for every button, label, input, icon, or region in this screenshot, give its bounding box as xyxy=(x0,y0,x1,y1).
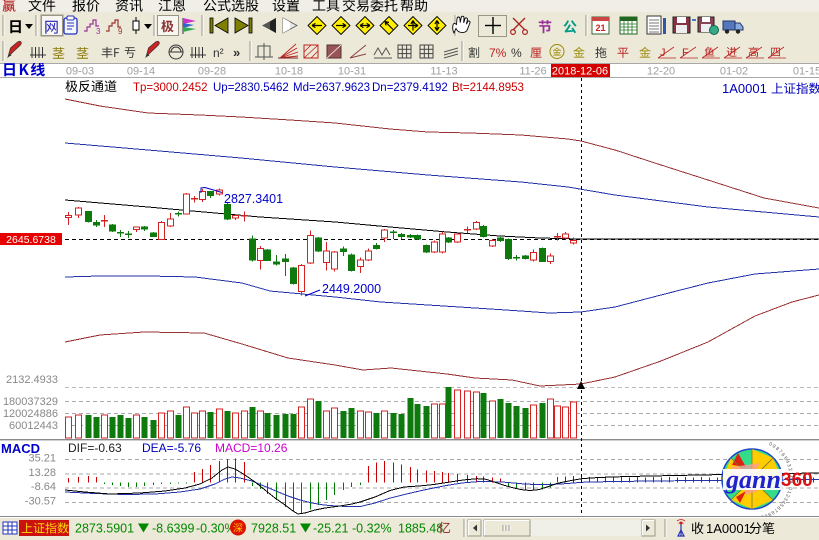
svg-text:8: 8 xyxy=(774,446,780,453)
svg-text:60012443: 60012443 xyxy=(9,420,58,432)
svg-text:9: 9 xyxy=(118,27,123,36)
svg-text:0: 0 xyxy=(788,476,794,479)
svg-text:7%: 7% xyxy=(489,46,507,60)
svg-text:0: 0 xyxy=(787,486,794,490)
svg-text:9: 9 xyxy=(788,480,794,483)
svg-text:09-03: 09-03 xyxy=(66,66,94,78)
svg-text:Md=2637.9623: Md=2637.9623 xyxy=(293,82,370,94)
svg-text:3: 3 xyxy=(96,27,101,36)
svg-text:n²: n² xyxy=(213,46,224,60)
svg-text:2873.5901: 2873.5901 xyxy=(75,522,134,536)
svg-text:gann: gann xyxy=(725,465,781,494)
svg-text:01-15: 01-15 xyxy=(793,66,819,78)
svg-text:8: 8 xyxy=(770,509,776,516)
svg-text:5: 5 xyxy=(782,456,789,462)
svg-text:1: 1 xyxy=(760,513,765,516)
svg-text:»: » xyxy=(233,45,240,60)
svg-text:09-14: 09-14 xyxy=(127,66,155,78)
svg-text:1: 1 xyxy=(787,472,793,476)
svg-text:35.21: 35.21 xyxy=(28,453,56,465)
svg-text:0: 0 xyxy=(768,441,773,448)
svg-text:10-18: 10-18 xyxy=(275,66,303,78)
svg-text:2018-12-06: 2018-12-06 xyxy=(552,66,608,78)
svg-text:1A0001: 1A0001 xyxy=(706,521,751,536)
svg-text:-8.6399: -8.6399 xyxy=(152,522,194,536)
svg-text:12-20: 12-20 xyxy=(647,66,675,78)
svg-text:360: 360 xyxy=(781,470,813,491)
svg-text:120024886: 120024886 xyxy=(3,408,58,420)
svg-text:2449.2000: 2449.2000 xyxy=(322,282,381,296)
svg-text:180037329: 180037329 xyxy=(3,396,58,408)
svg-text:11-26: 11-26 xyxy=(519,66,546,78)
svg-text:1885.48: 1885.48 xyxy=(398,522,443,536)
svg-text:09-28: 09-28 xyxy=(198,66,226,78)
svg-text:-8.64: -8.64 xyxy=(31,481,56,493)
svg-text:MACD=10.26: MACD=10.26 xyxy=(215,441,288,455)
svg-text:-25.21: -25.21 xyxy=(313,522,348,536)
svg-text:-0.32%: -0.32% xyxy=(352,522,392,536)
svg-text:10-31: 10-31 xyxy=(338,66,366,78)
svg-text:Dn=2379.4192: Dn=2379.4192 xyxy=(372,82,448,94)
svg-text:3: 3 xyxy=(782,496,789,502)
svg-text:2: 2 xyxy=(784,493,791,498)
svg-text:01-02: 01-02 xyxy=(720,66,748,78)
svg-text:J: J xyxy=(660,47,666,59)
svg-text:-0.30%: -0.30% xyxy=(196,522,236,536)
svg-text:2132.4933: 2132.4933 xyxy=(6,374,58,386)
svg-text:21: 21 xyxy=(595,23,605,33)
svg-text:9: 9 xyxy=(771,443,777,450)
svg-text:4: 4 xyxy=(780,499,787,505)
svg-text:7: 7 xyxy=(777,449,783,455)
svg-text:-30.57: -30.57 xyxy=(25,495,56,507)
svg-text:DEA=-5.76: DEA=-5.76 xyxy=(142,441,201,455)
svg-text:1A0001: 1A0001 xyxy=(722,81,767,96)
svg-text:2645.6738: 2645.6738 xyxy=(6,234,56,246)
svg-text:6: 6 xyxy=(775,504,781,510)
svg-text:MACD: MACD xyxy=(1,441,40,456)
svg-text:11-13: 11-13 xyxy=(430,66,457,78)
svg-text:6: 6 xyxy=(779,452,786,458)
svg-text:2827.3401: 2827.3401 xyxy=(224,192,283,206)
svg-text:Bt=2144.8953: Bt=2144.8953 xyxy=(452,82,524,94)
svg-text:13.28: 13.28 xyxy=(28,467,56,479)
svg-text:7: 7 xyxy=(773,507,779,514)
svg-text:5: 5 xyxy=(778,502,784,508)
svg-text:1: 1 xyxy=(785,490,792,495)
svg-text:4: 4 xyxy=(784,459,791,464)
svg-text:Tp=3000.2452: Tp=3000.2452 xyxy=(133,82,208,94)
svg-text:0: 0 xyxy=(763,512,768,516)
svg-text:Up=2830.5462: Up=2830.5462 xyxy=(213,82,289,94)
svg-text:7928.51: 7928.51 xyxy=(251,522,296,536)
svg-text:2: 2 xyxy=(787,467,794,471)
svg-text:3: 3 xyxy=(785,463,792,468)
svg-text:%: % xyxy=(511,46,522,60)
svg-text:9: 9 xyxy=(767,511,772,516)
svg-text:DIF=-0.63: DIF=-0.63 xyxy=(68,441,122,455)
svg-text:F: F xyxy=(682,47,689,59)
